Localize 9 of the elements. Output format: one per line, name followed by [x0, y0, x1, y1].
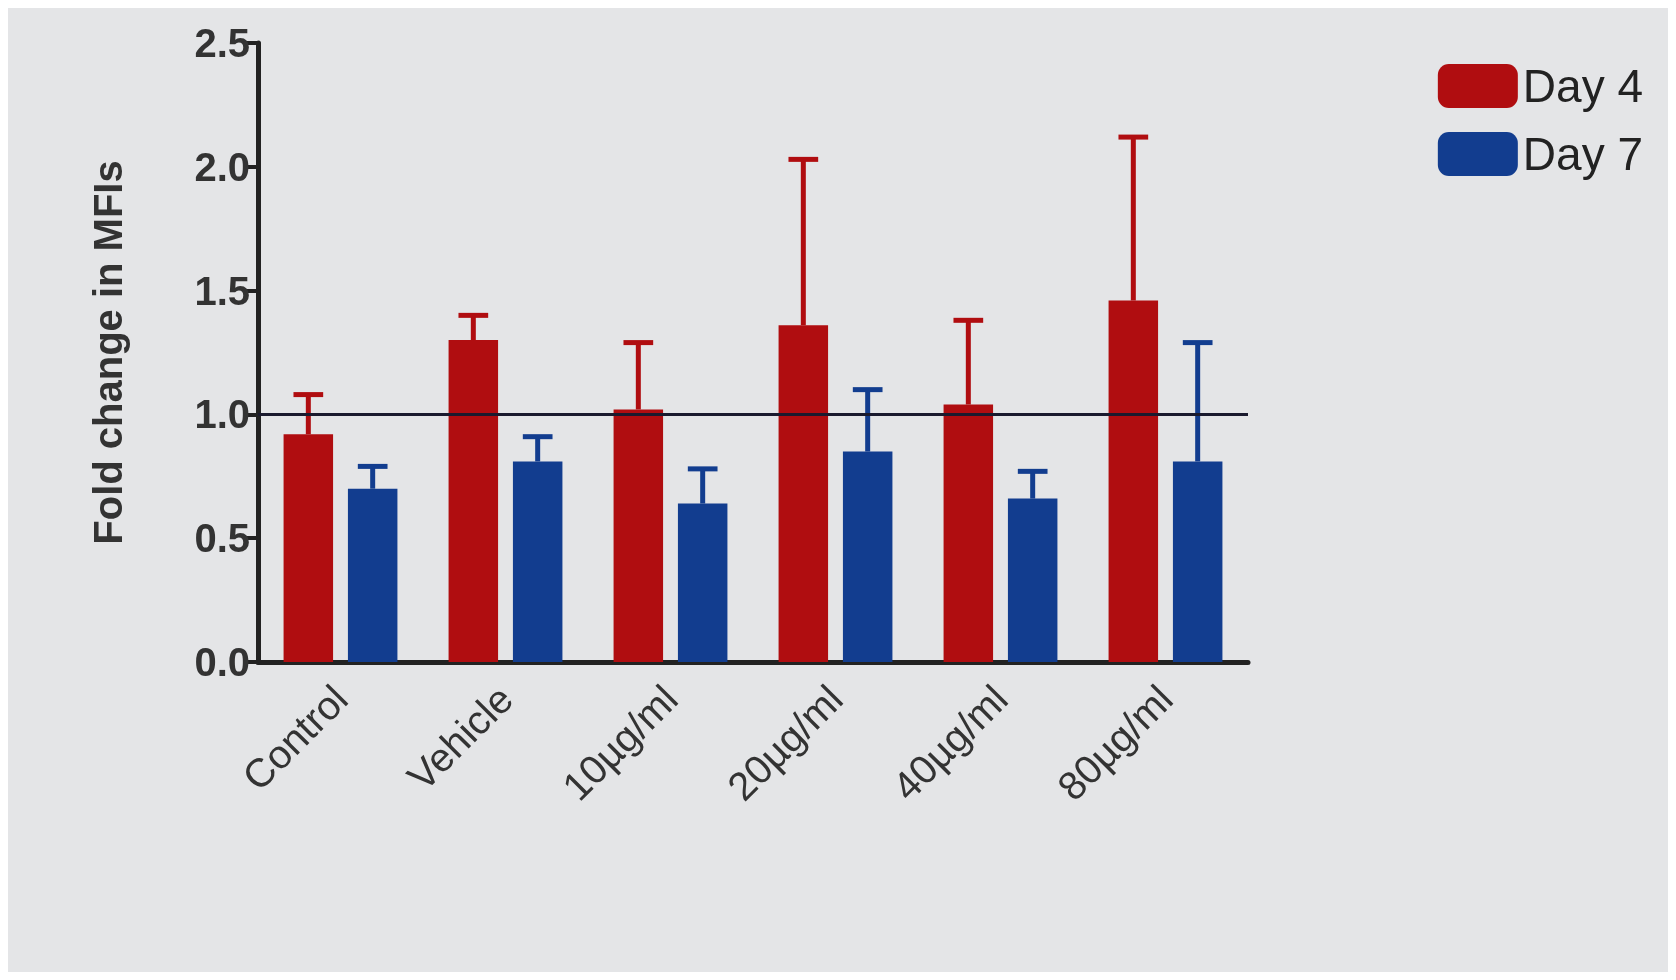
- y-tick-label: 1.5: [194, 268, 250, 313]
- y-axis-title: Fold change in MFIs: [86, 160, 130, 545]
- y-tick-label: 2.0: [194, 144, 250, 189]
- legend-label: Day 7: [1522, 128, 1644, 180]
- legend-label: Day 4: [1522, 60, 1644, 112]
- y-tick-label: 0.5: [194, 516, 250, 561]
- y-tick-label: 2.5: [194, 21, 250, 65]
- y-tick-label: 0.0: [194, 640, 250, 684]
- y-tick-label: 1.0: [194, 392, 250, 437]
